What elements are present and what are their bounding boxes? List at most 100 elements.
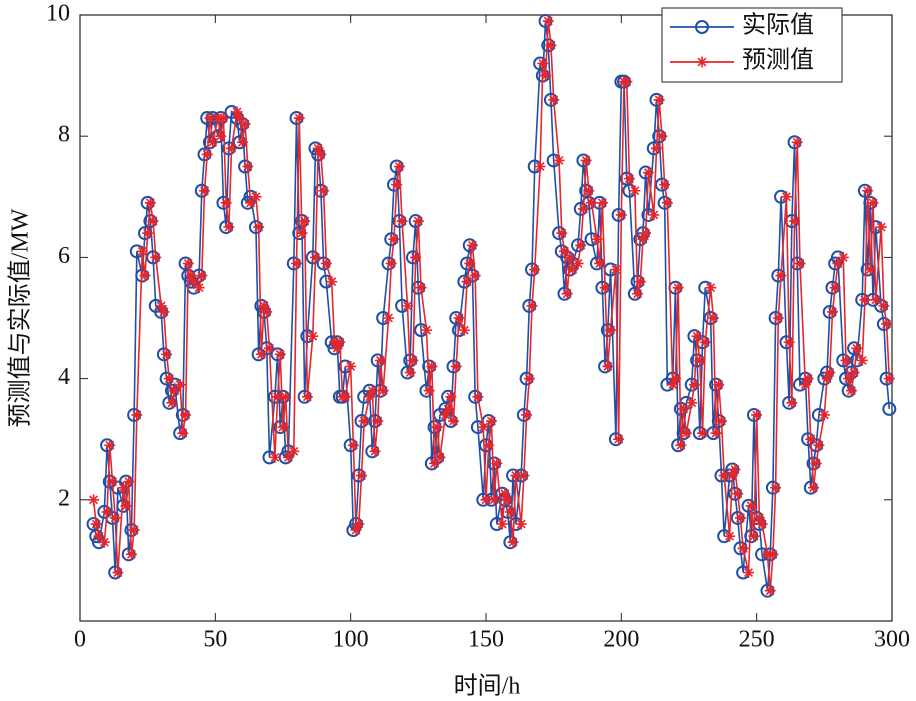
point-marker bbox=[334, 336, 346, 348]
point-marker bbox=[326, 276, 338, 288]
point-marker bbox=[147, 215, 159, 227]
point-marker bbox=[161, 348, 173, 360]
point-marker bbox=[867, 197, 879, 209]
point-marker bbox=[540, 70, 552, 82]
point-marker bbox=[694, 354, 706, 366]
x-tick-label: 150 bbox=[468, 627, 504, 653]
y-tick-label: 2 bbox=[58, 485, 70, 511]
point-marker bbox=[642, 167, 654, 179]
point-marker bbox=[799, 379, 811, 391]
point-marker bbox=[656, 130, 668, 142]
point-marker bbox=[499, 488, 511, 500]
point-marker bbox=[523, 373, 535, 385]
y-tick-label: 4 bbox=[58, 364, 70, 390]
point-marker bbox=[756, 518, 768, 530]
point-marker bbox=[553, 154, 565, 166]
point-marker bbox=[120, 500, 132, 512]
point-marker bbox=[837, 251, 849, 263]
point-marker bbox=[678, 403, 690, 415]
point-marker bbox=[743, 567, 755, 579]
point-marker bbox=[355, 470, 367, 482]
point-marker bbox=[518, 470, 530, 482]
point-marker bbox=[594, 257, 606, 269]
point-marker bbox=[253, 221, 265, 233]
point-marker bbox=[680, 427, 692, 439]
point-marker bbox=[575, 239, 587, 251]
point-marker bbox=[829, 282, 841, 294]
y-tick-label: 6 bbox=[58, 243, 70, 269]
point-marker bbox=[864, 264, 876, 276]
point-marker bbox=[98, 536, 110, 548]
point-marker bbox=[196, 270, 208, 282]
x-tick-label: 100 bbox=[333, 627, 369, 653]
point-marker bbox=[345, 360, 357, 372]
point-marker bbox=[163, 373, 175, 385]
point-marker bbox=[580, 154, 592, 166]
point-marker bbox=[526, 300, 538, 312]
point-marker bbox=[125, 548, 137, 560]
point-marker bbox=[496, 518, 508, 530]
point-marker bbox=[353, 518, 365, 530]
x-tick-label: 300 bbox=[874, 627, 910, 653]
point-marker bbox=[445, 391, 457, 403]
point-marker bbox=[826, 306, 838, 318]
point-marker bbox=[605, 324, 617, 336]
point-marker bbox=[388, 233, 400, 245]
point-marker bbox=[488, 494, 500, 506]
y-axis-label: 预测值与实际值/MW bbox=[7, 208, 34, 427]
point-marker bbox=[188, 276, 200, 288]
point-marker bbox=[767, 548, 779, 560]
point-marker bbox=[632, 288, 644, 300]
point-marker bbox=[104, 439, 116, 451]
point-marker bbox=[226, 142, 238, 154]
legend-box bbox=[661, 7, 843, 83]
point-marker bbox=[651, 142, 663, 154]
point-marker bbox=[775, 270, 787, 282]
point-marker bbox=[131, 409, 143, 421]
point-marker bbox=[150, 251, 162, 263]
point-marker bbox=[339, 391, 351, 403]
point-marker bbox=[602, 360, 614, 372]
point-marker bbox=[434, 451, 446, 463]
x-tick-label: 50 bbox=[203, 627, 227, 653]
point-marker bbox=[223, 221, 235, 233]
point-marker bbox=[299, 215, 311, 227]
point-marker bbox=[185, 270, 197, 282]
point-marker bbox=[515, 518, 527, 530]
point-marker bbox=[174, 379, 186, 391]
point-marker bbox=[464, 257, 476, 269]
point-marker bbox=[93, 530, 105, 542]
point-marker bbox=[667, 379, 679, 391]
point-marker bbox=[745, 500, 757, 512]
point-marker bbox=[193, 282, 205, 294]
point-marker bbox=[878, 300, 890, 312]
point-marker bbox=[429, 457, 441, 469]
point-marker bbox=[318, 185, 330, 197]
point-marker bbox=[250, 191, 262, 203]
point-marker bbox=[477, 421, 489, 433]
point-marker bbox=[726, 470, 738, 482]
point-marker bbox=[364, 391, 376, 403]
point-marker bbox=[377, 385, 389, 397]
point-marker bbox=[180, 409, 192, 421]
point-marker bbox=[372, 415, 384, 427]
point-marker bbox=[204, 112, 216, 124]
point-marker bbox=[155, 300, 167, 312]
point-marker bbox=[277, 421, 289, 433]
x-tick-label: 250 bbox=[739, 627, 775, 653]
point-marker bbox=[483, 439, 495, 451]
point-marker bbox=[699, 336, 711, 348]
point-marker bbox=[802, 373, 814, 385]
point-marker bbox=[258, 300, 270, 312]
point-marker bbox=[715, 415, 727, 427]
point-marker bbox=[734, 512, 746, 524]
point-marker bbox=[640, 227, 652, 239]
point-marker bbox=[439, 409, 451, 421]
point-marker bbox=[90, 518, 102, 530]
point-marker bbox=[101, 506, 113, 518]
point-marker bbox=[507, 536, 519, 548]
point-marker bbox=[293, 112, 305, 124]
point-marker bbox=[542, 15, 554, 27]
legend-label: 实际值 bbox=[742, 12, 814, 39]
